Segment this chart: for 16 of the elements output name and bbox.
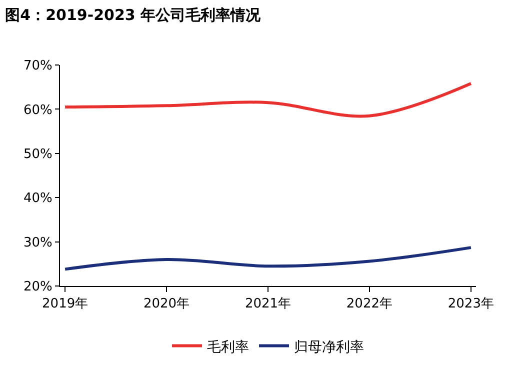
y-tick-label: 30%: [23, 235, 52, 250]
y-tick-label: 20%: [23, 280, 52, 295]
x-tick-label: 2020年: [143, 296, 190, 312]
y-tick-label: 40%: [23, 191, 52, 206]
line-series: [64, 246, 472, 271]
y-tick-label: 50%: [23, 146, 52, 162]
line-series: [64, 82, 472, 118]
legend-label: 归母净利率: [294, 339, 364, 356]
chart-title: 图4：2019-2023 年公司毛利率情况: [5, 6, 262, 24]
x-tick-label: 2021年: [244, 296, 292, 312]
y-tick-label: 60%: [23, 102, 52, 118]
x-tick-label: 2023年: [448, 296, 494, 312]
y-tick-label: 70%: [23, 58, 52, 74]
legend-label: 毛利率: [207, 339, 249, 356]
x-tick-label: 2022年: [346, 296, 393, 312]
x-tick-label: 2019年: [42, 296, 88, 312]
